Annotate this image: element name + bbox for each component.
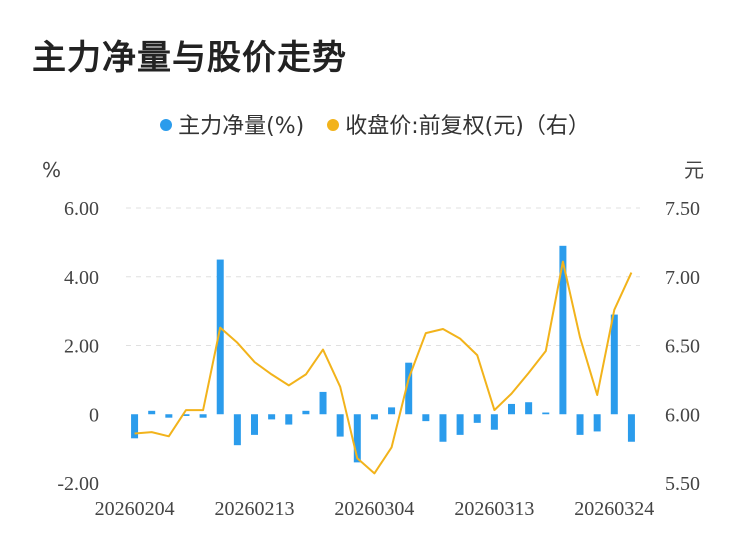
bar xyxy=(593,414,601,432)
bar xyxy=(268,414,276,420)
bar xyxy=(251,414,258,435)
legend-line-label: 收盘价:前复权(元)（右） xyxy=(345,114,590,139)
bar xyxy=(473,414,481,423)
y-right-tick-label: 7.50 xyxy=(665,198,700,220)
bar xyxy=(456,414,464,435)
legend-bar-label: 主力净量(%) xyxy=(178,114,305,139)
y-right-tick-label: 7.00 xyxy=(665,267,700,289)
bar xyxy=(148,410,156,415)
legend-line-dot-icon xyxy=(327,119,340,131)
bar xyxy=(199,414,207,418)
x-tick-label: 20260213 xyxy=(215,498,295,520)
bar xyxy=(285,414,293,425)
bar xyxy=(576,414,584,435)
y-left-tick-label: -2.00 xyxy=(57,473,99,495)
bar xyxy=(388,407,396,415)
line-series xyxy=(134,260,633,475)
bar xyxy=(353,414,361,463)
bar xyxy=(165,414,173,418)
legend-item-line[interactable]: 收盘价:前复权(元)（右） xyxy=(327,108,590,140)
y-right-tick-label: 6.00 xyxy=(665,404,700,426)
y-left-tick-label: 2.00 xyxy=(64,336,99,358)
price-line xyxy=(134,260,633,475)
bar xyxy=(131,414,139,439)
bar xyxy=(525,402,533,415)
y-left-tick-label: 4.00 xyxy=(64,267,99,289)
bar xyxy=(370,414,378,420)
page-title: 主力净量与股价走势 xyxy=(32,38,347,78)
bar xyxy=(336,414,344,437)
y-right-tick-label: 5.50 xyxy=(665,473,700,495)
x-tick-label: 20260304 xyxy=(334,498,414,520)
bar xyxy=(610,314,618,415)
x-tick-label: 20260313 xyxy=(454,498,534,520)
bar xyxy=(405,362,413,415)
bar xyxy=(216,259,224,415)
axes: 6.00 4.00 2.00 0 -2.00 7.50 7.00 6.50 6.00 5.50 20… xyxy=(57,198,700,520)
bar xyxy=(627,414,635,442)
y-right-tick-label: 6.50 xyxy=(665,336,700,358)
x-tick-label: 20260324 xyxy=(574,498,654,520)
bar xyxy=(542,412,550,415)
bar xyxy=(319,391,327,415)
y-left-unit-label: % xyxy=(42,158,61,182)
legend-bar-dot-icon xyxy=(160,119,173,131)
bar xyxy=(182,414,190,416)
x-tick-label: 20260204 xyxy=(95,498,175,520)
bar xyxy=(439,414,447,442)
bar xyxy=(508,403,515,415)
bar xyxy=(233,414,241,446)
bar xyxy=(302,410,310,415)
bar xyxy=(559,245,567,415)
y-left-tick-label: 0 xyxy=(89,404,99,426)
bar xyxy=(490,414,498,430)
bar xyxy=(422,414,430,422)
bar-series xyxy=(131,245,635,463)
legend-item-bar[interactable]: 主力净量(%) xyxy=(160,108,304,140)
y-right-unit-label: 元 xyxy=(684,158,704,182)
y-left-tick-label: 6.00 xyxy=(64,198,99,220)
legend: 主力净量(%) 收盘价:前复权(元)（右） xyxy=(0,108,750,140)
